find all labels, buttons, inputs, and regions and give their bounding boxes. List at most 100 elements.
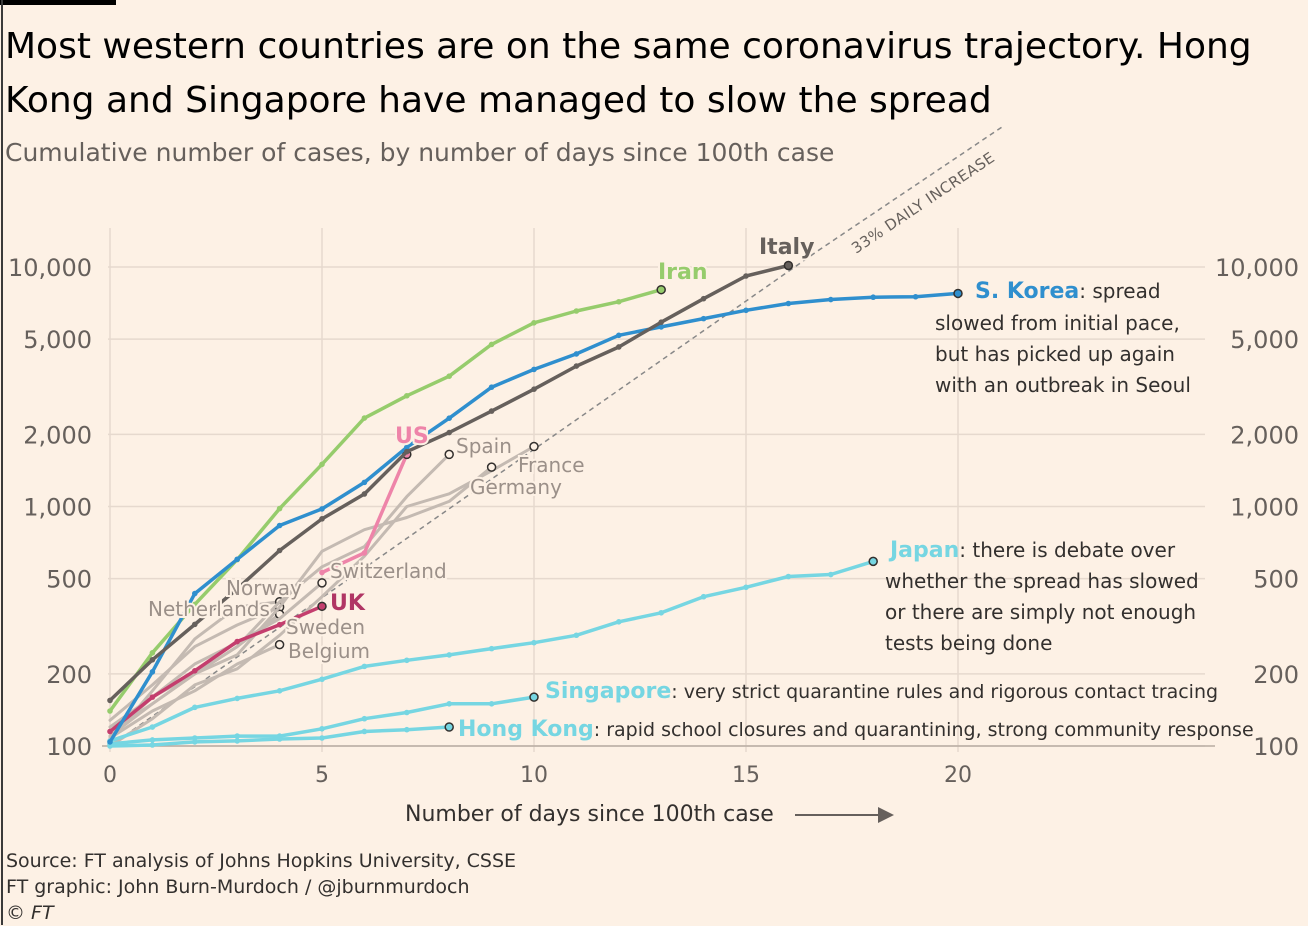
data-point <box>743 273 749 279</box>
data-point <box>319 676 325 683</box>
series-label-netherlands: Netherlands <box>148 597 270 621</box>
annotation-s-korea: with an outbreak in Seoul <box>935 373 1191 397</box>
graphic-credit: FT graphic: John Burn-Murdoch / @jburnmu… <box>6 876 470 898</box>
data-point <box>488 384 495 390</box>
series-label-singapore: Singapore: very strict quarantine rules … <box>545 679 1218 704</box>
y-tick-label-left: 200 <box>46 661 92 689</box>
data-point <box>404 709 410 716</box>
series-label-sweden: Sweden <box>286 615 365 639</box>
annotation-japan: or there are simply not enough <box>885 600 1196 624</box>
end-point <box>444 722 454 732</box>
y-tick-label-left: 100 <box>46 733 92 761</box>
end-point <box>444 449 454 460</box>
data-point <box>319 735 325 741</box>
data-point <box>107 728 113 735</box>
annotation-s-korea: slowed from initial pace, <box>935 311 1180 335</box>
data-point <box>404 657 410 664</box>
data-point <box>616 619 622 625</box>
data-point <box>361 715 368 722</box>
data-point <box>700 295 707 302</box>
annotation-japan: whether the spread has slowed <box>885 569 1199 593</box>
data-point <box>446 429 453 436</box>
series-label-norway: Norway <box>226 576 302 600</box>
series-italy <box>107 260 794 704</box>
data-point <box>404 726 410 733</box>
data-point <box>192 668 198 674</box>
series-uk <box>107 601 327 735</box>
data-point <box>785 573 792 580</box>
data-point <box>361 550 368 556</box>
data-point <box>616 298 622 305</box>
data-point <box>149 742 156 748</box>
series-iran <box>107 284 666 714</box>
series-label-france: France <box>518 453 585 477</box>
end-point <box>317 601 327 612</box>
data-point <box>361 663 368 670</box>
data-point <box>276 688 283 694</box>
end-point <box>529 441 539 452</box>
data-point <box>488 645 495 652</box>
series-label-spain: Spain <box>456 434 512 458</box>
data-point <box>912 293 919 300</box>
data-point <box>276 547 283 554</box>
end-point <box>953 288 963 299</box>
data-point <box>531 386 537 392</box>
data-point <box>149 649 156 656</box>
series-line <box>108 287 663 713</box>
data-point <box>616 344 622 350</box>
data-point <box>107 708 113 714</box>
x-tick-label: 15 <box>732 763 760 788</box>
data-point <box>488 341 495 348</box>
series-label-italy: Italy <box>759 235 814 260</box>
y-tick-label-right: 1,000 <box>1230 494 1299 522</box>
series-label-uk: UK <box>330 591 366 616</box>
data-point <box>319 725 325 732</box>
series-line <box>108 452 451 733</box>
series-belgium <box>108 639 285 740</box>
data-point <box>488 701 495 707</box>
data-point <box>319 506 325 512</box>
x-tick-label: 10 <box>520 763 548 788</box>
data-point <box>234 586 240 592</box>
data-point <box>446 652 453 658</box>
data-point <box>319 461 325 468</box>
data-point <box>573 363 580 369</box>
y-axis-ticks: 100 100 200 200 500 500 1,000 1,000 2,000 2,000 5,… <box>8 254 1299 761</box>
end-point <box>274 639 285 650</box>
series-spain <box>108 449 454 733</box>
end-point <box>486 462 497 472</box>
series-line <box>108 604 324 734</box>
annotation-japan: tests being done <box>885 631 1052 655</box>
y-tick-label-left: 2,000 <box>23 421 92 449</box>
series-france <box>108 441 539 748</box>
x-axis-ticks: 0 5 10 15 20 <box>103 763 972 788</box>
gridlines <box>102 228 1215 752</box>
data-point <box>361 479 368 486</box>
data-point <box>743 584 749 591</box>
y-tick-label-right: 2,000 <box>1230 421 1299 449</box>
data-point <box>107 697 113 704</box>
frame-edge <box>1 0 3 925</box>
x-axis-arrow-head <box>878 807 894 823</box>
series-label-us: US <box>395 424 429 449</box>
data-point <box>234 695 240 702</box>
end-point <box>529 692 539 702</box>
copyright: © FT <box>6 902 54 924</box>
data-point <box>828 571 834 578</box>
y-tick-label-right: 500 <box>1253 566 1299 594</box>
chart-subtitle: Cumulative number of cases, by number of… <box>5 138 835 167</box>
data-point <box>319 516 325 522</box>
data-point <box>276 733 283 739</box>
annotation-s-korea: but has picked up again <box>935 342 1175 366</box>
data-point <box>276 621 283 628</box>
series-singapore <box>107 692 539 747</box>
data-point <box>234 556 240 563</box>
y-tick-label-right: 200 <box>1253 661 1299 689</box>
data-point <box>616 332 622 339</box>
data-point <box>149 694 156 700</box>
data-point <box>319 569 325 576</box>
data-point <box>531 319 537 326</box>
data-point <box>149 737 156 743</box>
reference-line-33pct: 33% DAILY INCREASE <box>109 126 1003 747</box>
